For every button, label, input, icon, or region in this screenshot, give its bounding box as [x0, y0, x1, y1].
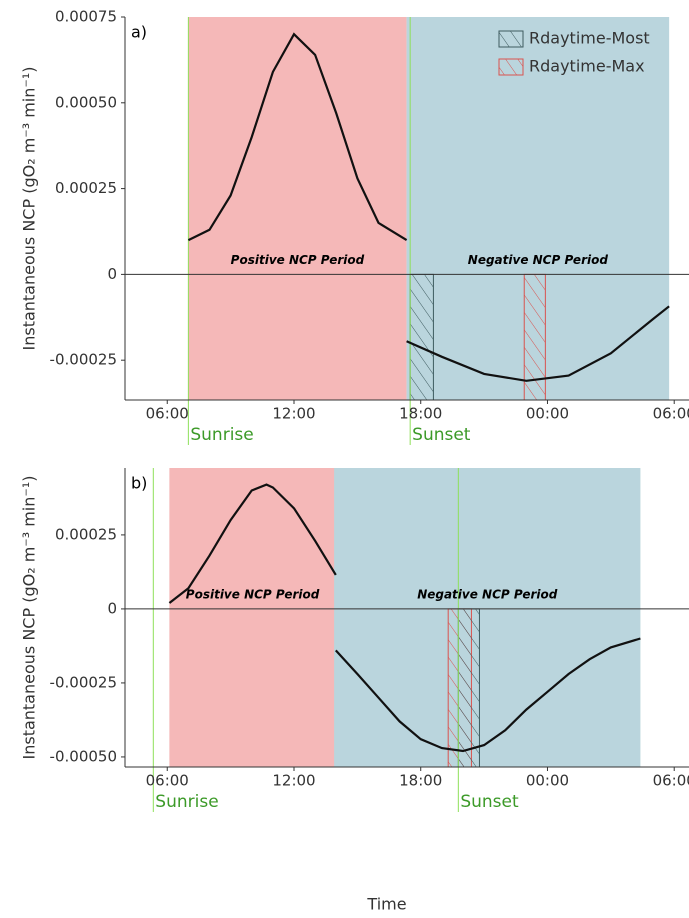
- y-tick-label: 0.00050: [55, 93, 117, 111]
- y-tick-label: 0.00025: [55, 179, 117, 197]
- x-tick-label: 06:00: [146, 772, 189, 790]
- curve: [187, 32, 408, 242]
- period-label: Positive NCP Period: [231, 253, 365, 267]
- x-axis-label: Time: [366, 895, 406, 914]
- x-tick-label: 00:00: [526, 772, 569, 790]
- x-tick-label: 12:00: [272, 772, 315, 790]
- y-tick-label: 0: [107, 599, 117, 617]
- y-axis-label: Instantaneous NCP (gO₂ m⁻³ min⁻¹): [20, 67, 39, 351]
- y-tick-label: 0.00075: [55, 8, 117, 26]
- curve: [406, 305, 670, 382]
- period-area: [188, 17, 407, 400]
- y-tick-label: -0.00025: [50, 351, 117, 369]
- legend-swatch: [498, 30, 524, 48]
- period-label: Negative NCP Period: [468, 253, 609, 267]
- x-tick-label: 18:00: [399, 405, 442, 423]
- x-tick-label: 06:00: [653, 405, 689, 423]
- x-tick-label: 06:00: [146, 405, 189, 423]
- legend-swatch: [498, 58, 524, 76]
- legend-label: Rdaytime-Most: [529, 29, 650, 48]
- period-label: Negative NCP Period: [417, 587, 558, 601]
- event-label: Sunrise: [155, 792, 218, 812]
- x-tick-label: 12:00: [272, 405, 315, 423]
- hatch-band: [409, 273, 434, 401]
- curve: [334, 637, 641, 753]
- y-tick-label: 0: [107, 265, 117, 283]
- x-tick-label: 06:00: [653, 772, 689, 790]
- period-area: [169, 468, 336, 767]
- period-area: [334, 468, 641, 767]
- event-label: Sunset: [412, 425, 471, 445]
- panel-label: b): [131, 474, 147, 493]
- panel-label: a): [131, 23, 147, 42]
- y-tick-label: -0.00050: [50, 747, 117, 765]
- y-tick-label: -0.00025: [50, 673, 117, 691]
- legend-label: Rdaytime-Max: [529, 57, 645, 76]
- event-label: Sunrise: [190, 425, 253, 445]
- curve: [168, 483, 337, 604]
- hatch-band: [457, 608, 480, 768]
- y-tick-label: 0.00025: [55, 525, 117, 543]
- period-label: Positive NCP Period: [186, 587, 320, 601]
- y-axis-label: Instantaneous NCP (gO₂ m⁻³ min⁻¹): [20, 476, 39, 760]
- x-tick-label: 18:00: [399, 772, 442, 790]
- x-tick-label: 00:00: [526, 405, 569, 423]
- event-label: Sunset: [460, 792, 519, 812]
